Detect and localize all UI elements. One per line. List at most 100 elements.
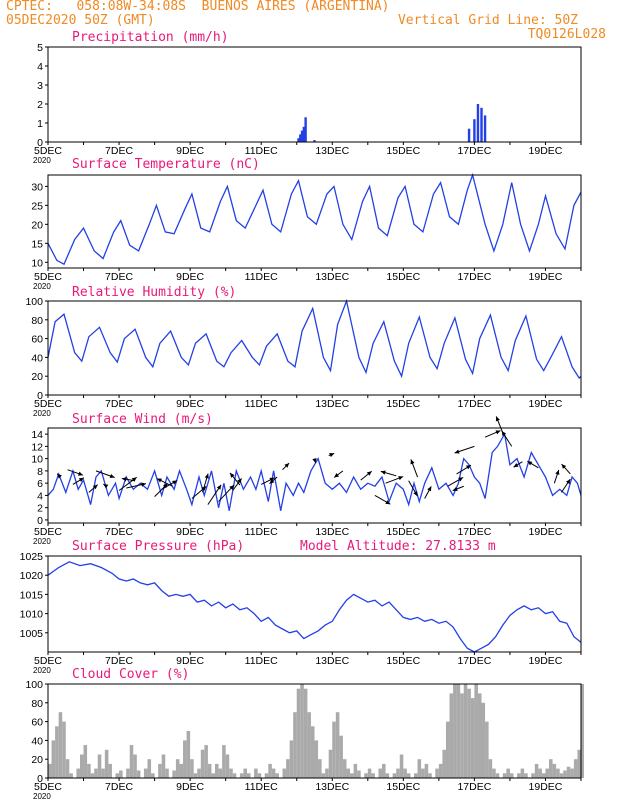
x-tick-label: 5DEC	[34, 781, 62, 793]
cloud-bar	[509, 773, 514, 778]
cloud-bar	[143, 768, 148, 778]
x-tick-label: 15DEC	[386, 145, 420, 157]
cloud-bar	[218, 768, 223, 778]
cloud-bar	[581, 684, 584, 778]
cloud-bar	[133, 754, 137, 778]
y-tick-label: 20	[31, 754, 43, 766]
wind-arrowhead	[156, 478, 162, 483]
cloud-bar	[243, 768, 247, 778]
x-tick-label: 5DEC	[34, 655, 62, 667]
cloud-bar	[161, 754, 166, 778]
cloud-bar	[371, 773, 375, 778]
x-tick-label: 17DEC	[457, 145, 491, 157]
wind-arrowhead	[237, 478, 242, 484]
y-tick-label: 1015	[20, 589, 44, 601]
cloud-bar	[417, 759, 422, 778]
y-tick-label: 1025	[20, 551, 44, 563]
wind-arrowhead	[77, 471, 83, 476]
y-tick-label: 15	[31, 238, 43, 250]
x-tick-label: 15DEC	[386, 655, 420, 667]
cloud-bar	[328, 749, 333, 778]
cloud-bar	[520, 768, 525, 778]
x-tick-label: 19DEC	[529, 655, 563, 667]
cloud-bar	[55, 726, 59, 778]
cloud-bar	[506, 768, 510, 778]
cloud-bar	[549, 759, 553, 778]
cloud-bar	[367, 768, 372, 778]
wind-arrowhead	[103, 484, 109, 489]
x-tick-label: 13DEC	[315, 271, 349, 283]
x-tick-label: 7DEC	[105, 526, 133, 538]
wind-arrowhead	[458, 477, 464, 482]
wind-arrowhead	[427, 486, 432, 492]
cloud-bar	[303, 688, 308, 778]
y-tick-label: 10	[31, 454, 43, 466]
cloud-bar	[190, 759, 194, 778]
x-tick-label: 7DEC	[105, 271, 133, 283]
cloud-bar	[204, 745, 208, 778]
x-tick-label: 5DEC	[34, 271, 62, 283]
wind-arrowhead	[57, 473, 62, 479]
y-tick-label: 1020	[20, 570, 44, 582]
cloud-bar	[48, 763, 52, 778]
wind-arrowhead	[216, 484, 222, 490]
x-tick-label: 9DEC	[176, 655, 204, 667]
cloud-bar	[275, 773, 279, 778]
cloud-bar	[353, 763, 358, 778]
cloud-bar	[364, 773, 368, 778]
wind-arrowhead	[204, 473, 209, 479]
cloud-bar	[421, 768, 425, 778]
y-tick-label: 14	[31, 429, 43, 441]
wind-arrowhead	[565, 479, 571, 485]
x-tick-label: 13DEC	[315, 655, 349, 667]
y-tick-label: 60	[31, 334, 43, 346]
cloud-bar	[257, 773, 262, 778]
y-tick-label: 0	[37, 773, 43, 785]
panel-4: Surface Pressure (hPa) Model Altitude: 27…	[20, 539, 582, 675]
cloud-bar	[524, 773, 528, 778]
y-tick-label: 3	[37, 80, 43, 92]
wind-arrowhead	[495, 430, 501, 435]
panel-5: Cloud Cover (%) 0 20 40 60 80 100 5DEC 7DEC 9DEC 1…	[25, 667, 584, 800]
panel-frame	[47, 300, 582, 396]
panel-frame	[47, 174, 582, 269]
wind-arrowhead	[454, 449, 460, 454]
precip-bar	[313, 140, 316, 142]
x-tick-label: 19DEC	[529, 398, 563, 410]
cloud-bar	[556, 768, 560, 778]
x-year-label: 2020	[33, 537, 51, 546]
cloud-bar	[108, 763, 112, 778]
x-tick-label: 5DEC	[34, 398, 62, 410]
cloud-bar	[83, 745, 88, 778]
cloud-bar	[239, 773, 244, 778]
cloud-bar	[449, 693, 454, 778]
panel-title: Surface Pressure (hPa)	[72, 539, 244, 554]
x-year-label: 2020	[33, 792, 51, 800]
x-year-label: 2020	[33, 282, 51, 291]
cloud-bar	[136, 770, 141, 778]
cloud-bar	[403, 768, 407, 778]
x-tick-label: 5DEC	[34, 145, 62, 157]
wind-arrowhead	[109, 473, 115, 479]
cloud-bar	[495, 773, 500, 778]
panel-title: Surface Temperature (nC)	[72, 157, 260, 172]
cloud-bar	[225, 754, 230, 778]
cloud-bar	[175, 759, 180, 778]
cloud-bar	[97, 754, 102, 778]
x-tick-label: 13DEC	[315, 398, 349, 410]
panel-0: Precipitation (mm/h) 0 1 2 3 4 5 5DEC 7DEC 9DEC 11…	[33, 30, 582, 165]
panel-frame	[47, 683, 582, 779]
cloud-bar	[406, 773, 411, 778]
y-tick-label: 20	[31, 219, 43, 231]
y-tick-label: 30	[31, 181, 43, 193]
header-date: 05DEC2020 50Z (GMT)	[6, 13, 155, 28]
cloud-bar	[445, 721, 450, 778]
series-line	[47, 432, 582, 511]
cloud-bar	[321, 773, 326, 778]
cloud-bar	[76, 768, 80, 778]
y-tick-label: 80	[31, 315, 43, 327]
x-tick-label: 7DEC	[105, 398, 133, 410]
cloud-bar	[147, 759, 152, 778]
header-line1: CPTEC: 058:08W-34:08S BUENOS AIRES (ARGE…	[6, 0, 390, 14]
cloud-bar	[197, 768, 201, 778]
